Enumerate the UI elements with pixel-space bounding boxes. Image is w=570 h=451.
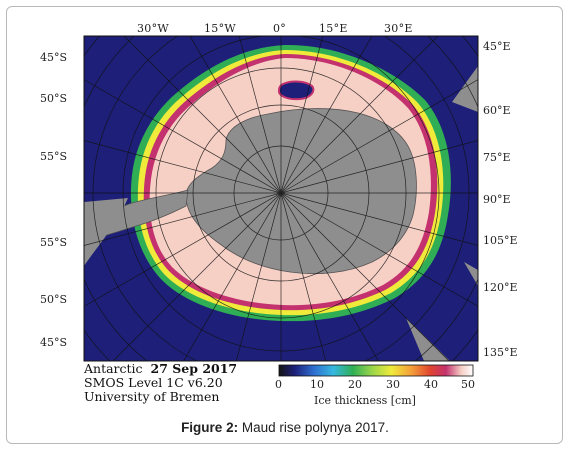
institution-label: University of Bremen	[84, 389, 220, 404]
colorbar-tick: 40	[424, 378, 438, 391]
lat-label-left: 45°S	[40, 51, 68, 64]
lon-label-right: 60°E	[483, 104, 511, 117]
nz-edge	[464, 262, 478, 286]
lon-label-right: 135°E	[483, 346, 518, 359]
date-label: 27 Sep 2017	[150, 361, 238, 376]
colorbar-tick: 30	[386, 378, 400, 391]
lat-label-left: 55°S	[40, 236, 68, 249]
lon-label-right: 90°E	[483, 193, 511, 206]
graticule	[84, 36, 478, 361]
product-label: SMOS Level 1C v6.20	[84, 375, 223, 390]
colorbar-tick: 20	[348, 378, 362, 391]
lon-label-top: 30°W	[137, 22, 170, 35]
info-line-region: Antarctic 27 Sep 2017	[84, 362, 237, 376]
lat-label-left: 55°S	[40, 150, 68, 163]
lat-label-left: 50°S	[40, 92, 68, 105]
lat-label-left: 50°S	[40, 293, 68, 306]
caption-text: Maud rise polynya 2017.	[241, 420, 389, 435]
map-border	[83, 35, 479, 362]
lon-label-top: 15°W	[204, 22, 237, 35]
figure-caption: Figure 2: Maud rise polynya 2017.	[0, 420, 570, 435]
lon-label-right: 75°E	[483, 151, 511, 164]
colorbar-tick: 50	[461, 378, 475, 391]
caption-label: Figure 2:	[181, 420, 239, 435]
colorbar	[278, 364, 474, 377]
colorbar-tick: 10	[310, 378, 324, 391]
lon-label-right: 105°E	[483, 234, 518, 247]
south-america	[84, 198, 128, 266]
lon-label-right: 45°E	[483, 40, 511, 53]
colorbar-title: Ice thickness [cm]	[314, 394, 416, 407]
lat-label-left: 45°S	[40, 336, 68, 349]
lon-label-top: 15°E	[319, 22, 348, 35]
maud-rise-polynya	[277, 80, 315, 101]
lon-label-top: 30°E	[384, 22, 413, 35]
colorbar-tick: 0	[275, 378, 282, 391]
region-label: Antarctic	[84, 361, 143, 376]
lon-label-right: 120°E	[483, 281, 518, 294]
africa-edge	[452, 66, 478, 112]
antarctica	[185, 108, 417, 275]
lon-label-top: 0°	[273, 22, 287, 35]
